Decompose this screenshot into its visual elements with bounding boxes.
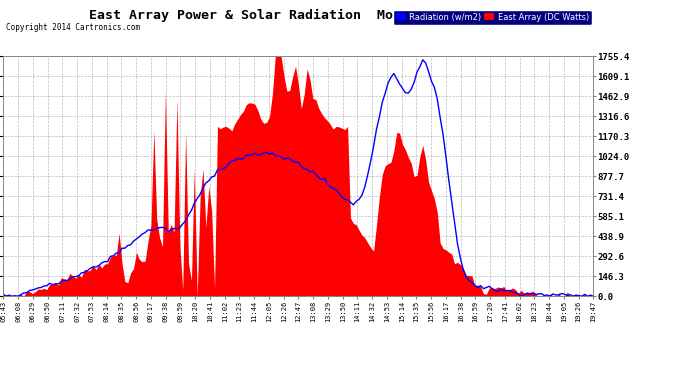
Legend: Radiation (w/m2), East Array (DC Watts): Radiation (w/m2), East Array (DC Watts) [393,10,592,25]
Text: East Array Power & Solar Radiation  Mon Aug 4 19:52: East Array Power & Solar Radiation Mon A… [89,9,497,22]
Text: Copyright 2014 Cartronics.com: Copyright 2014 Cartronics.com [6,23,139,32]
